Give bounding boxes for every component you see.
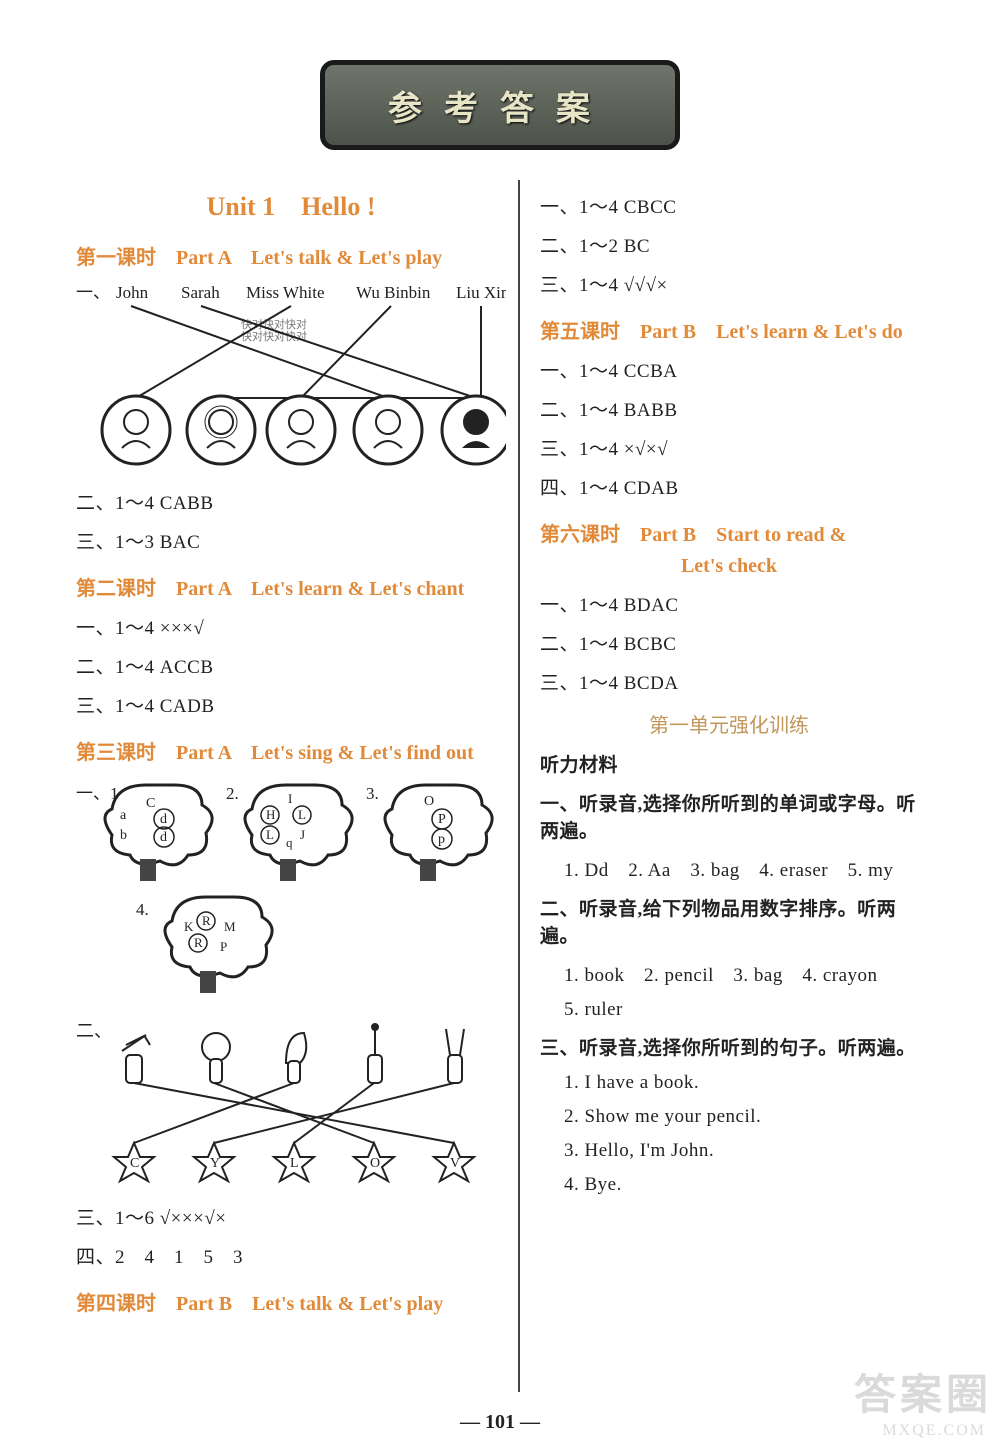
svg-text:q: q [286, 835, 293, 850]
page-number: — 101 — [0, 1411, 1000, 1434]
svg-text:3.: 3. [366, 784, 379, 803]
r1: 一、1～4 CBCC [540, 192, 918, 219]
svg-text:V: V [450, 1156, 460, 1171]
watermark-sub: MXQE.COM [882, 1422, 986, 1440]
l3-q3: 三、1～6 √×××√× [76, 1203, 506, 1230]
l2-q3: 三、1～4 CADB [76, 691, 506, 718]
sec2-body-a: 1. book 2. pencil 3. bag 4. crayon [540, 960, 918, 987]
lesson-6-head-b: Let's check [540, 555, 918, 578]
l5-q2: 二、1～4 BABB [540, 395, 918, 422]
svg-text:a: a [120, 808, 127, 823]
svg-text:P: P [438, 812, 446, 827]
lesson-5-head: 第五课时 Part B Let's learn & Let's do [540, 315, 918, 344]
trees-svg: 一、1.2.3. ab C d d H [76, 775, 496, 1005]
sec2-body-b: 5. ruler [540, 999, 918, 1021]
svg-text:L: L [290, 1156, 299, 1171]
page-title-box: 参考答案 [320, 60, 680, 150]
r3: 三、1～4 √√√× [540, 270, 918, 297]
l1-q3: 三、1～3 BAC [76, 527, 506, 554]
sec2-head: 二、听录音,给下列物品用数字排序。听两遍。 [540, 894, 918, 948]
svg-text:C: C [130, 1156, 139, 1171]
l5-q3: 三、1～4 ×√×√ [540, 434, 918, 461]
lesson-2-head: 第二课时 Part A Let's learn & Let's chant [76, 572, 506, 601]
hands-svg: 二、 C [76, 1015, 496, 1185]
svg-text:L: L [266, 827, 274, 842]
sec3-4: 4. Bye. [540, 1174, 918, 1196]
l2-q2: 二、1～4 ACCB [76, 652, 506, 679]
svg-text:C: C [146, 796, 155, 811]
matching-diagram: 一、 John Sarah Miss White Wu Binbin Liu X… [76, 280, 506, 476]
svg-text:R: R [202, 913, 211, 928]
sec3-1: 1. I have a book. [540, 1072, 918, 1094]
sec1-head: 一、听录音,选择你所听到的单词或字母。听两遍。 [540, 789, 918, 843]
svg-text:Miss White: Miss White [246, 283, 325, 302]
svg-text:4.: 4. [136, 900, 149, 919]
svg-text:Liu Xin: Liu Xin [456, 283, 506, 302]
matching-svg: 一、 John Sarah Miss White Wu Binbin Liu X… [76, 280, 506, 470]
l6-q1: 一、1～4 BDAC [540, 590, 918, 617]
lesson-6-head-a: 第六课时 Part B Start to read & [540, 518, 918, 547]
svg-text:P: P [220, 939, 227, 954]
svg-text:2.: 2. [226, 784, 239, 803]
l1-q2: 二、1～4 CABB [76, 488, 506, 515]
svg-text:Sarah: Sarah [181, 283, 220, 302]
unit-test-title: 第一单元强化训练 [540, 709, 918, 738]
unit-title: Unit 1 Hello ! [76, 186, 506, 223]
columns: Unit 1 Hello ! 第一课时 Part A Let's talk & … [70, 180, 930, 1392]
l2-q1: 一、1～4 ×××√ [76, 613, 506, 640]
l6-q3: 三、1～4 BCDA [540, 668, 918, 695]
lesson-3-head: 第三课时 Part A Let's sing & Let's find out [76, 736, 506, 765]
svg-text:O: O [370, 1156, 380, 1171]
svg-text:二、: 二、 [76, 1021, 112, 1041]
lesson-4-head: 第四课时 Part B Let's talk & Let's play [76, 1287, 506, 1316]
r2: 二、1～2 BC [540, 231, 918, 258]
l6-q2: 二、1～4 BCBC [540, 629, 918, 656]
svg-text:d: d [160, 812, 167, 827]
svg-text:H: H [266, 807, 275, 822]
hands-diagram: 二、 C [76, 1015, 506, 1191]
l3-q4: 四、2 4 1 5 3 [76, 1242, 506, 1269]
l5-q1: 一、1～4 CCBA [540, 356, 918, 383]
svg-text:d: d [160, 830, 167, 845]
svg-text:一、: 一、 [76, 283, 110, 302]
sec3-3: 3. Hello, I'm John. [540, 1140, 918, 1162]
l5-q4: 四、1～4 CDAB [540, 473, 918, 500]
sec3-head: 三、听录音,选择你所听到的句子。听两遍。 [540, 1033, 918, 1060]
svg-text:p: p [438, 832, 445, 847]
watermark: 答案圈 [854, 1361, 992, 1422]
svg-text:J: J [300, 827, 305, 842]
sec1-body: 1. Dd 2. Aa 3. bag 4. eraser 5. my [540, 855, 918, 882]
svg-text:M: M [224, 919, 236, 934]
svg-text:Y: Y [210, 1156, 220, 1171]
right-column: 一、1～4 CBCC 二、1～2 BC 三、1～4 √√√× 第五课时 Part… [520, 180, 930, 1392]
svg-text:I: I [288, 791, 292, 806]
listen-head: 听力材料 [540, 750, 918, 777]
page-title: 参考答案 [388, 81, 612, 130]
lesson-1-head: 第一课时 Part A Let's talk & Let's play [76, 241, 506, 270]
sec3-2: 2. Show me your pencil. [540, 1106, 918, 1128]
svg-text:K: K [184, 919, 194, 934]
svg-text:b: b [120, 828, 127, 843]
trees-diagram: 一、1.2.3. ab C d d H [76, 775, 506, 1011]
svg-text:L: L [298, 807, 306, 822]
left-column: Unit 1 Hello ! 第一课时 Part A Let's talk & … [70, 180, 520, 1392]
svg-text:O: O [424, 794, 434, 809]
svg-text:R: R [194, 935, 203, 950]
svg-text:John: John [116, 283, 149, 302]
svg-text:Wu Binbin: Wu Binbin [356, 283, 431, 302]
